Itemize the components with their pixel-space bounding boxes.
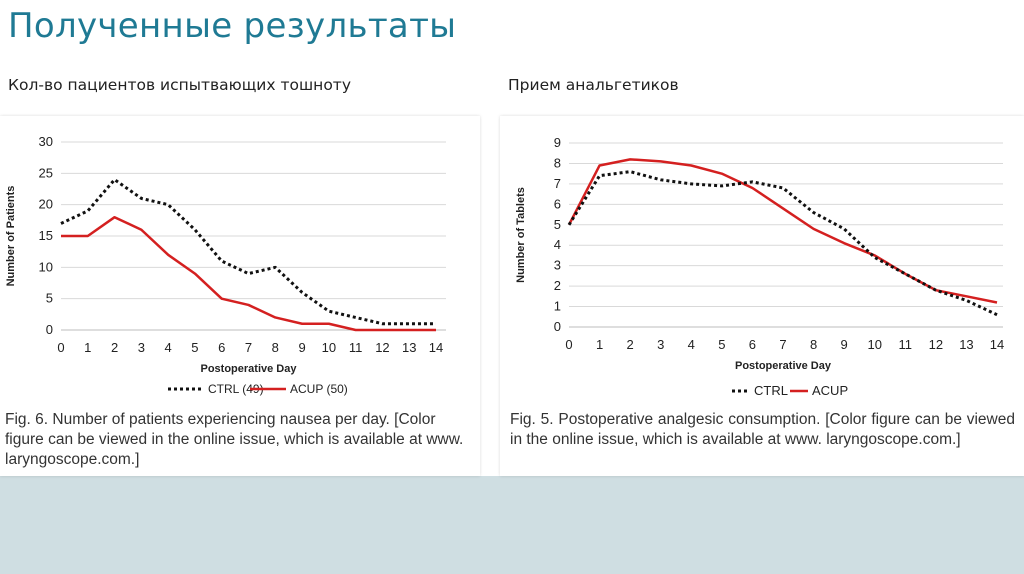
acup-legend-label: ACUP bbox=[812, 383, 848, 398]
x-tick-label: 8 bbox=[810, 337, 817, 352]
y-tick-label: 5 bbox=[46, 291, 53, 306]
x-axis-title: Postoperative Day bbox=[735, 360, 832, 372]
x-tick-label: 7 bbox=[779, 337, 786, 352]
acup-series-line bbox=[567, 158, 998, 304]
x-tick-label: 4 bbox=[688, 337, 695, 352]
x-tick-label: 1 bbox=[596, 337, 603, 352]
analgesic-figure-panel: 0 1 2 3 4 5 6 7 8 9 0 1 2 3 4 5 6 7 8 9 10 11 12 13 14 Postoperat… bbox=[500, 116, 1024, 476]
x-tick-label: 12 bbox=[375, 340, 389, 355]
y-axis-title: Number of Patients bbox=[5, 186, 17, 287]
slide-title: Полученные результаты bbox=[8, 6, 457, 46]
nausea-figure-panel: 0 5 10 15 20 25 30 0 1 2 3 4 5 6 7 8 9 10 11 12 13 14 Postoper… bbox=[0, 116, 480, 476]
x-tick-label: 0 bbox=[565, 337, 572, 352]
ctrl-legend-label: CTRL (49) bbox=[208, 382, 264, 396]
y-tick-label: 6 bbox=[554, 196, 561, 211]
y-tick-label: 1 bbox=[554, 299, 561, 314]
y-tick-label: 7 bbox=[554, 176, 561, 191]
bottom-band bbox=[0, 476, 1024, 574]
x-tick-label: 3 bbox=[138, 340, 145, 355]
x-tick-label: 5 bbox=[718, 337, 725, 352]
y-tick-label: 20 bbox=[39, 197, 53, 212]
y-tick-label: 3 bbox=[554, 258, 561, 273]
ctrl-legend-label: CTRL bbox=[754, 383, 788, 398]
x-tick-label: 13 bbox=[959, 337, 973, 352]
x-tick-label: 12 bbox=[929, 337, 943, 352]
x-tick-label: 13 bbox=[402, 340, 416, 355]
x-tick-label: 10 bbox=[867, 337, 881, 352]
x-tick-label: 10 bbox=[322, 340, 336, 355]
y-tick-label: 2 bbox=[554, 278, 561, 293]
x-tick-label: 2 bbox=[111, 340, 118, 355]
x-tick-label: 14 bbox=[429, 340, 443, 355]
x-axis-title: Postoperative Day bbox=[201, 363, 298, 375]
y-tick-label: 15 bbox=[39, 228, 53, 243]
acup-legend-label: ACUP (50) bbox=[290, 382, 348, 396]
x-tick-label: 5 bbox=[191, 340, 198, 355]
y-tick-label: 5 bbox=[554, 217, 561, 232]
y-tick-label: 8 bbox=[554, 155, 561, 170]
nausea-figure-caption: Fig. 6. Number of patients experiencing … bbox=[5, 411, 464, 468]
x-tick-label: 1 bbox=[84, 340, 91, 355]
ctrl-series-line bbox=[567, 170, 998, 317]
y-tick-label: 0 bbox=[554, 319, 561, 334]
y-tick-label: 4 bbox=[554, 237, 561, 252]
y-tick-label: 0 bbox=[46, 322, 53, 337]
x-tick-label: 14 bbox=[990, 337, 1004, 352]
x-tick-label: 0 bbox=[57, 340, 64, 355]
y-tick-label: 30 bbox=[39, 134, 53, 149]
y-tick-label: 25 bbox=[39, 165, 53, 180]
ctrl-series-line bbox=[60, 178, 436, 326]
x-tick-label: 4 bbox=[165, 340, 172, 355]
x-tick-label: 8 bbox=[272, 340, 279, 355]
y-tick-label: 10 bbox=[39, 259, 53, 274]
right-subtitle: Прием анальгетиков bbox=[508, 76, 679, 94]
x-tick-label: 3 bbox=[657, 337, 664, 352]
x-tick-label: 7 bbox=[245, 340, 252, 355]
analgesic-figure-caption: Fig. 5. Postoperative analgesic consumpt… bbox=[510, 411, 1015, 448]
x-tick-label: 6 bbox=[749, 337, 756, 352]
x-tick-label: 11 bbox=[349, 340, 363, 355]
x-tick-label: 9 bbox=[841, 337, 848, 352]
x-tick-label: 6 bbox=[218, 340, 225, 355]
y-axis-title: Number of Tablets bbox=[515, 187, 527, 283]
x-tick-label: 2 bbox=[627, 337, 634, 352]
x-tick-label: 11 bbox=[899, 337, 913, 352]
x-tick-label: 9 bbox=[298, 340, 305, 355]
acup-series-line bbox=[61, 215, 436, 332]
left-subtitle: Кол-во пациентов испытвающих тошноту bbox=[8, 76, 351, 94]
y-tick-label: 9 bbox=[554, 135, 561, 150]
